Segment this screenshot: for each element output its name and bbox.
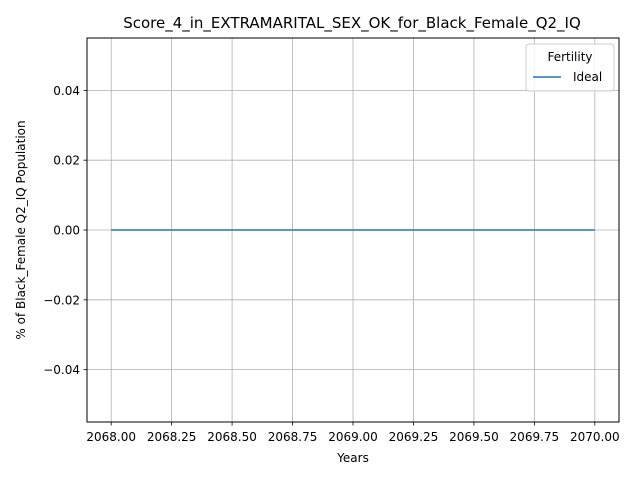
- y-tick-label: −0.04: [43, 363, 80, 377]
- legend: Fertility Ideal: [525, 43, 615, 92]
- x-tick-label: 2069.50: [449, 430, 499, 444]
- legend-box: [525, 43, 615, 92]
- y-axis-ticks: −0.04 −0.02 0.00 0.02 0.04: [43, 84, 87, 377]
- legend-title: Fertility: [547, 50, 592, 64]
- x-tick-label: 2069.00: [328, 430, 378, 444]
- y-axis-label: % of Black_Female Q2_IQ Population: [14, 120, 28, 339]
- y-tick-label: −0.02: [43, 293, 80, 307]
- y-tick-label: 0.04: [53, 84, 80, 98]
- x-tick-label: 2069.25: [389, 430, 439, 444]
- x-axis-ticks: 2068.00 2068.25 2068.50 2068.75 2069.00 2069.…: [86, 422, 620, 444]
- y-tick-label: 0.00: [53, 224, 80, 238]
- x-tick-label: 2069.75: [510, 430, 560, 444]
- x-tick-label: 2070.00: [570, 430, 620, 444]
- x-tick-label: 2068.00: [86, 430, 136, 444]
- y-tick-label: 0.02: [53, 154, 80, 168]
- x-axis-label: Years: [336, 451, 369, 465]
- legend-label-ideal: Ideal: [573, 70, 602, 84]
- x-tick-label: 2068.75: [268, 430, 318, 444]
- x-tick-label: 2068.50: [207, 430, 257, 444]
- x-tick-label: 2068.25: [147, 430, 197, 444]
- chart-title: Score_4_in_EXTRAMARITAL_SEX_OK_for_Black…: [123, 14, 581, 33]
